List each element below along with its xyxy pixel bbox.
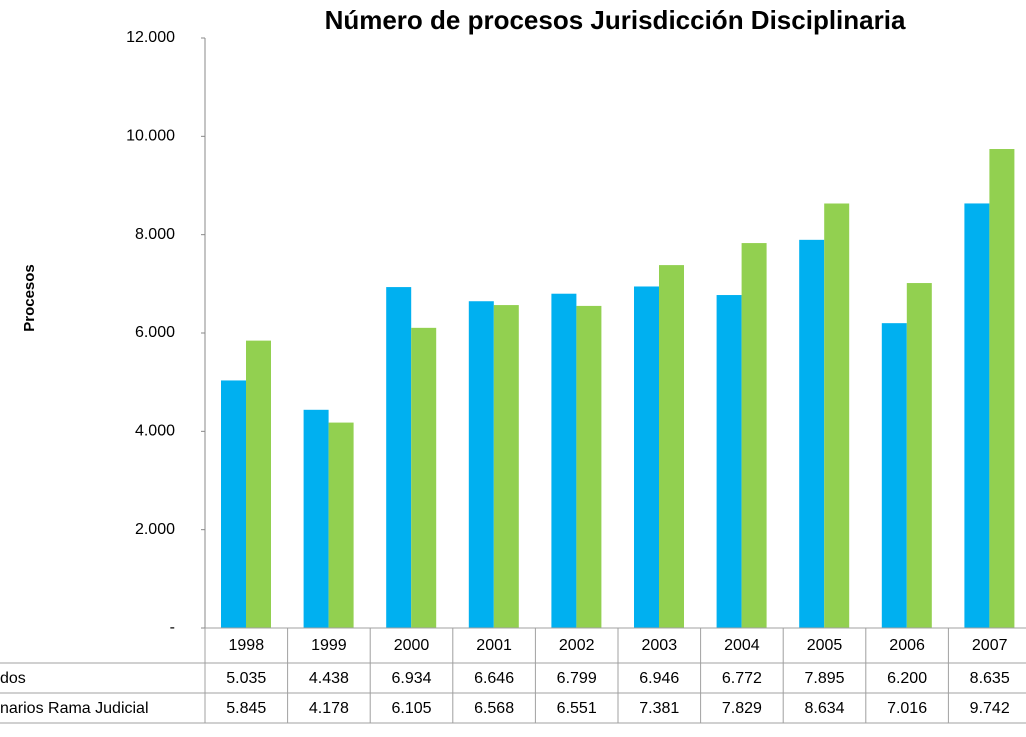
y-tick-label: 2.000 xyxy=(135,521,175,538)
data-label: 7.829 xyxy=(722,700,762,717)
data-label: 6.772 xyxy=(722,670,762,687)
x-tick-label: 2000 xyxy=(394,637,430,654)
data-label: 6.568 xyxy=(474,700,514,717)
y-tick-label: 4.000 xyxy=(135,423,175,440)
legend-label: dos xyxy=(0,670,26,687)
data-label: 5.845 xyxy=(226,700,266,717)
data-label: 7.016 xyxy=(887,700,927,717)
data-label: 6.105 xyxy=(391,700,431,717)
bar xyxy=(303,409,329,628)
data-label: 8.634 xyxy=(804,700,844,717)
x-tick-label: 2006 xyxy=(889,637,925,654)
bar xyxy=(328,422,354,628)
data-label: 6.934 xyxy=(391,670,431,687)
bar xyxy=(634,286,659,628)
bar xyxy=(989,149,1015,629)
x-tick-label: 2001 xyxy=(476,637,512,654)
bar xyxy=(741,243,767,629)
bar xyxy=(221,380,246,628)
bar xyxy=(576,305,602,628)
data-label: 4.178 xyxy=(309,700,349,717)
bar xyxy=(716,295,742,628)
legend-label: narios Rama Judicial xyxy=(0,700,149,717)
bar xyxy=(411,327,437,628)
x-tick-label: 2002 xyxy=(559,637,595,654)
x-tick-label: 1999 xyxy=(311,637,347,654)
bar xyxy=(881,323,907,628)
x-tick-label: 2003 xyxy=(642,637,678,654)
bar xyxy=(799,239,825,628)
data-label: 6.551 xyxy=(557,700,597,717)
data-label: 6.200 xyxy=(887,670,927,687)
bar xyxy=(964,203,990,628)
bar xyxy=(386,287,412,628)
bar xyxy=(468,301,494,628)
data-label: 4.438 xyxy=(309,670,349,687)
x-tick-label: 1998 xyxy=(229,637,265,654)
data-label: 9.742 xyxy=(970,700,1010,717)
y-tick-label: 10.000 xyxy=(126,128,175,145)
y-axis-label: Procesos xyxy=(21,264,38,332)
bar xyxy=(906,283,932,628)
y-tick-label: 6.000 xyxy=(135,324,175,341)
data-label: 7.895 xyxy=(804,670,844,687)
data-label: 7.381 xyxy=(639,700,679,717)
y-tick-label: - xyxy=(170,619,175,636)
x-tick-label: 2007 xyxy=(972,637,1008,654)
data-label: 6.799 xyxy=(557,670,597,687)
data-label: 6.646 xyxy=(474,670,514,687)
x-tick-label: 2005 xyxy=(807,637,843,654)
bar xyxy=(824,203,850,628)
data-label: 6.946 xyxy=(639,670,679,687)
bar xyxy=(551,293,577,628)
bar xyxy=(659,265,684,628)
y-tick-label: 12.000 xyxy=(126,29,175,46)
data-label: 8.635 xyxy=(970,670,1010,687)
chart-title: Número de procesos Jurisdicción Discipli… xyxy=(325,5,906,35)
bar xyxy=(246,340,271,628)
y-tick-label: 8.000 xyxy=(135,226,175,243)
x-tick-label: 2004 xyxy=(724,637,760,654)
bar xyxy=(493,305,519,628)
data-label: 5.035 xyxy=(226,670,266,687)
